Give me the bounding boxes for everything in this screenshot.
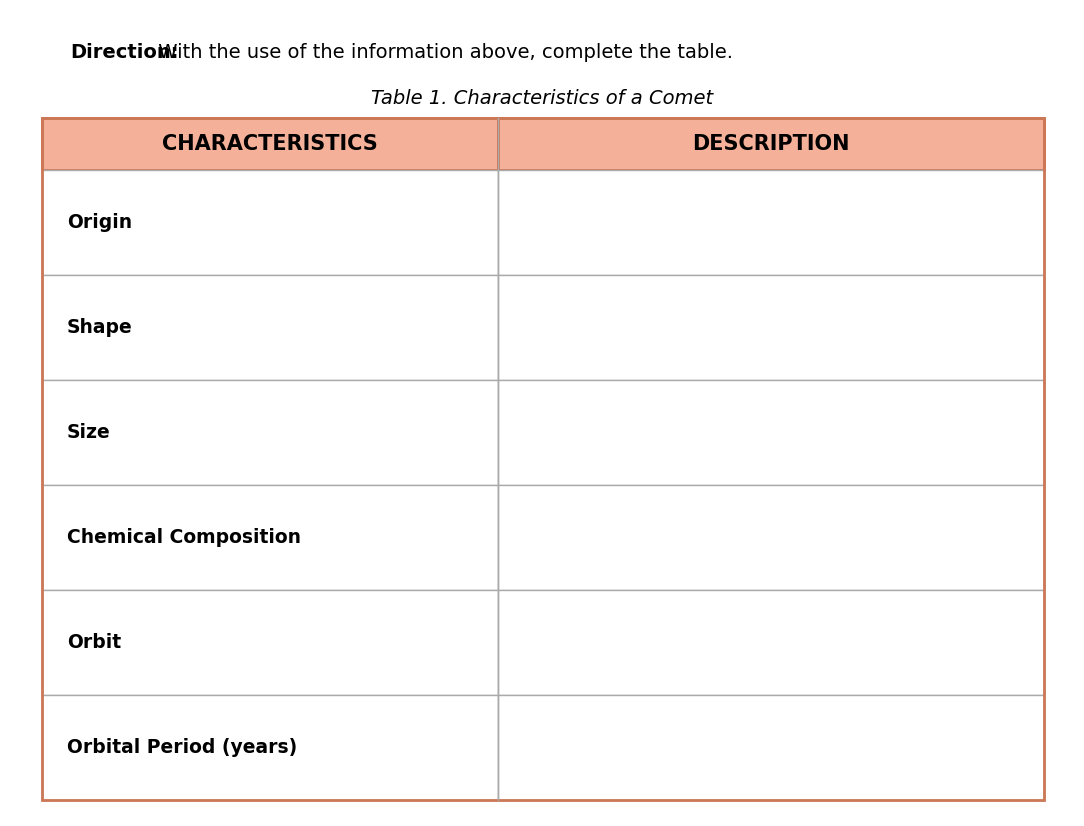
Bar xyxy=(498,695,1044,800)
Text: With the use of the information above, complete the table.: With the use of the information above, c… xyxy=(152,44,733,63)
Bar xyxy=(498,275,1044,380)
Text: DESCRIPTION: DESCRIPTION xyxy=(693,134,850,154)
Text: Shape: Shape xyxy=(67,318,132,337)
Bar xyxy=(42,275,498,380)
Text: Chemical Composition: Chemical Composition xyxy=(67,528,301,547)
Text: CHARACTERISTICS: CHARACTERISTICS xyxy=(163,134,378,154)
Bar xyxy=(42,485,498,590)
Text: Direction:: Direction: xyxy=(70,44,179,63)
Bar xyxy=(42,118,1044,800)
Text: Table 1. Characteristics of a Comet: Table 1. Characteristics of a Comet xyxy=(371,88,713,107)
Bar xyxy=(498,118,1044,170)
Bar xyxy=(42,590,498,695)
Bar xyxy=(498,170,1044,275)
Bar xyxy=(42,170,498,275)
Bar xyxy=(42,695,498,800)
Bar xyxy=(498,380,1044,485)
Bar xyxy=(498,485,1044,590)
Text: Orbit: Orbit xyxy=(67,633,121,652)
Bar xyxy=(42,118,498,170)
Bar xyxy=(498,590,1044,695)
Text: Origin: Origin xyxy=(67,213,132,232)
Text: Orbital Period (years): Orbital Period (years) xyxy=(67,738,297,757)
Text: Size: Size xyxy=(67,423,111,442)
Bar xyxy=(42,380,498,485)
